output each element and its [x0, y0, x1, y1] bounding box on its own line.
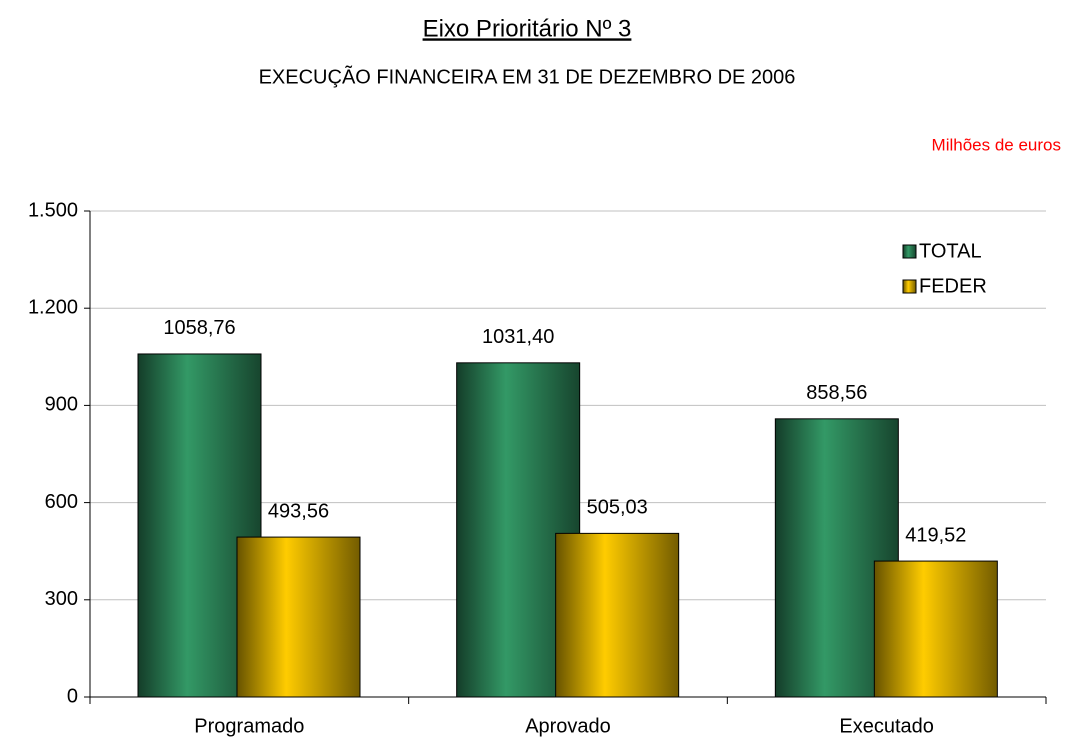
bar: [873, 560, 998, 698]
chart-subtitle: EXECUÇÃO FINANCEIRA EM 31 DE DEZEMBRO DE…: [259, 64, 796, 88]
value-label: 1031,40: [482, 326, 554, 348]
y-tick-label: 1.500: [28, 199, 78, 221]
bar: [555, 532, 680, 698]
unit-label: Milhões de euros: [932, 135, 1061, 154]
x-tick-label: Aprovado: [525, 715, 611, 737]
value-label: 419,52: [905, 524, 966, 546]
value-label: 493,56: [268, 500, 329, 522]
y-tick-label: 0: [67, 685, 78, 707]
y-tick-label: 900: [45, 394, 78, 416]
value-label: 858,56: [806, 382, 867, 404]
bar: [236, 536, 361, 698]
legend-swatch: [902, 244, 917, 259]
y-tick-label: 600: [45, 491, 78, 513]
legend-label: TOTAL: [919, 240, 982, 262]
y-tick-label: 300: [45, 588, 78, 610]
value-label: 505,03: [587, 497, 648, 519]
value-label: 1058,76: [163, 317, 235, 339]
x-tick-label: Executado: [839, 715, 934, 737]
x-tick-label: Programado: [194, 715, 304, 737]
chart-title: Eixo Prioritário Nº 3: [423, 15, 632, 42]
legend-swatch: [902, 279, 917, 294]
legend-label: FEDER: [919, 275, 987, 297]
y-tick-label: 1.200: [28, 296, 78, 318]
